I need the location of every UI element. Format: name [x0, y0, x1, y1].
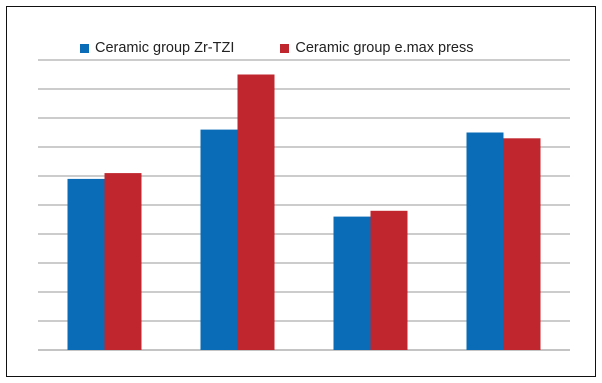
bar-emax-1 [104, 173, 142, 350]
legend-label-emax: Ceramic group e.max press [295, 40, 474, 56]
bar-emax-3 [370, 210, 408, 350]
bar-zr-tzi-4 [466, 132, 504, 350]
legend-item-emax: Ceramic group e.max press [280, 40, 473, 56]
legend: Ceramic group Zr-TZI Ceramic group e.max… [80, 40, 473, 56]
legend-item-zr-tzi: Ceramic group Zr-TZI [80, 40, 234, 56]
bar-zr-tzi-2 [200, 129, 238, 350]
legend-swatch-emax [280, 43, 290, 53]
legend-swatch-zr-tzi [80, 43, 89, 53]
bar-zr-tzi-3 [333, 216, 371, 350]
legend-label-zr-tzi: Ceramic group Zr-TZI [95, 40, 235, 56]
bar-emax-2 [237, 74, 275, 350]
bar-zr-tzi-1 [67, 178, 105, 350]
bar-emax-4 [503, 138, 541, 350]
